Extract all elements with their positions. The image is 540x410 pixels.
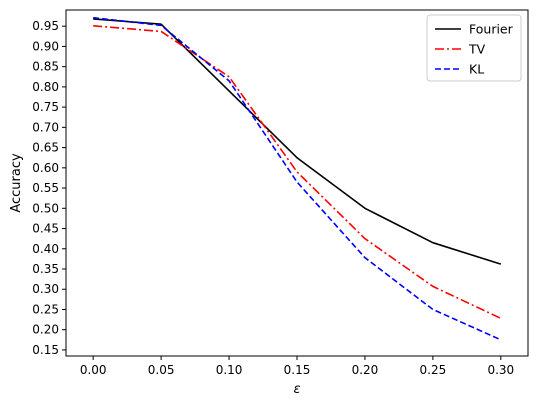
legend-box bbox=[426, 14, 522, 82]
series-line-kl bbox=[93, 16, 502, 341]
x-tick-label: 0.20 bbox=[352, 363, 379, 377]
y-tick-label: 0.80 bbox=[32, 80, 59, 94]
series-layer bbox=[93, 16, 502, 341]
y-tick-label: 0.40 bbox=[32, 242, 59, 256]
x-tick-label: 0.15 bbox=[284, 363, 311, 377]
x-tick-label: 0.25 bbox=[420, 363, 447, 377]
y-tick-label: 0.50 bbox=[32, 201, 59, 215]
y-tick-label: 0.90 bbox=[32, 39, 59, 53]
x-axis-label: ε bbox=[293, 382, 300, 397]
series-line-fourier bbox=[93, 18, 502, 265]
x-tick-label: 0.10 bbox=[216, 363, 243, 377]
legend: Fourier TV KL bbox=[426, 14, 522, 82]
y-tick-label: 0.95 bbox=[32, 19, 59, 33]
series-line-tv bbox=[93, 24, 502, 320]
y-tick-label: 0.45 bbox=[32, 222, 59, 236]
y-tick-label: 0.70 bbox=[32, 120, 59, 134]
x-axis: 0.00 0.05 0.10 0.15 0.20 0.25 0.30 bbox=[80, 356, 514, 377]
y-tick-label: 0.25 bbox=[32, 302, 59, 316]
legend-label-fourier: Fourier bbox=[469, 22, 514, 37]
y-tick-label: 0.65 bbox=[32, 141, 59, 155]
y-axis: 0.15 0.20 0.25 0.30 0.35 0.40 0.45 0.50 0.55 0.60… bbox=[32, 19, 66, 357]
y-tick-label: 0.55 bbox=[32, 181, 59, 195]
legend-label-kl: KL bbox=[469, 62, 484, 77]
y-tick-label: 0.15 bbox=[32, 343, 59, 357]
x-tick-label: 0.30 bbox=[487, 363, 514, 377]
y-tick-label: 0.20 bbox=[32, 323, 59, 337]
legend-label-tv: TV bbox=[468, 42, 486, 57]
y-axis-label: Accuracy bbox=[9, 153, 24, 213]
x-tick-label: 0.00 bbox=[80, 363, 107, 377]
y-tick-label: 0.75 bbox=[32, 100, 59, 114]
y-tick-label: 0.60 bbox=[32, 161, 59, 175]
x-tick-label: 0.05 bbox=[148, 363, 175, 377]
y-tick-label: 0.30 bbox=[32, 282, 59, 296]
y-tick-label: 0.35 bbox=[32, 262, 59, 276]
y-tick-label: 0.85 bbox=[32, 60, 59, 74]
